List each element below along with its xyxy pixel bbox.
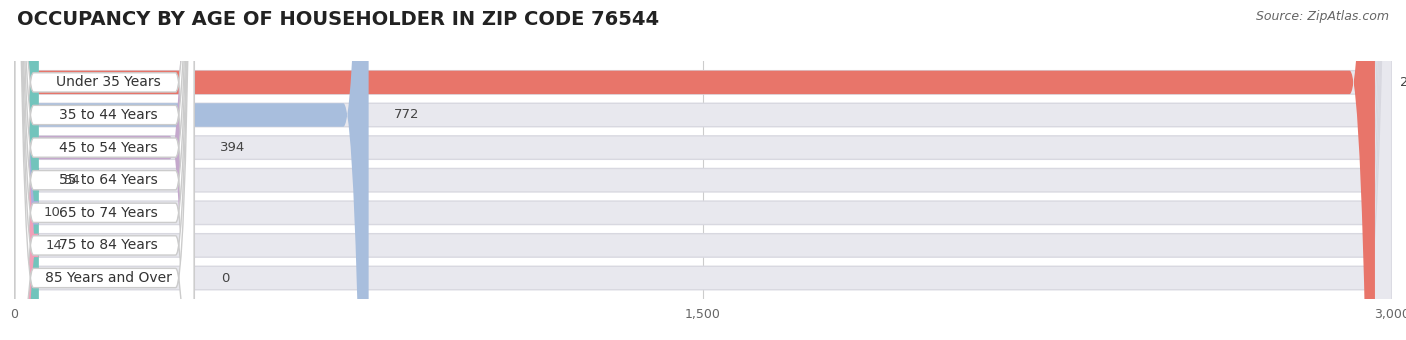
FancyBboxPatch shape (14, 0, 1392, 340)
Text: 772: 772 (394, 108, 419, 121)
FancyBboxPatch shape (15, 0, 194, 340)
Text: 2,963: 2,963 (1400, 76, 1406, 89)
FancyBboxPatch shape (14, 0, 39, 340)
Text: 65 to 74 Years: 65 to 74 Years (59, 206, 157, 220)
Text: 14: 14 (46, 239, 63, 252)
FancyBboxPatch shape (15, 0, 194, 340)
Text: 35 to 44 Years: 35 to 44 Years (59, 108, 157, 122)
Text: Under 35 Years: Under 35 Years (56, 75, 160, 89)
FancyBboxPatch shape (14, 0, 1392, 340)
Text: 54: 54 (65, 174, 82, 187)
Text: 45 to 54 Years: 45 to 54 Years (59, 141, 157, 155)
Text: 394: 394 (221, 141, 246, 154)
FancyBboxPatch shape (0, 0, 39, 340)
FancyBboxPatch shape (14, 0, 1392, 340)
FancyBboxPatch shape (14, 0, 1392, 340)
FancyBboxPatch shape (14, 0, 1392, 340)
Text: OCCUPANCY BY AGE OF HOUSEHOLDER IN ZIP CODE 76544: OCCUPANCY BY AGE OF HOUSEHOLDER IN ZIP C… (17, 10, 659, 29)
Text: 55 to 64 Years: 55 to 64 Years (59, 173, 157, 187)
FancyBboxPatch shape (15, 0, 194, 340)
FancyBboxPatch shape (15, 0, 194, 340)
FancyBboxPatch shape (14, 0, 368, 340)
FancyBboxPatch shape (14, 0, 1392, 340)
FancyBboxPatch shape (14, 0, 1392, 340)
FancyBboxPatch shape (15, 0, 194, 340)
Text: Source: ZipAtlas.com: Source: ZipAtlas.com (1256, 10, 1389, 23)
FancyBboxPatch shape (0, 0, 39, 340)
Text: 10: 10 (44, 206, 60, 219)
FancyBboxPatch shape (14, 0, 195, 340)
FancyBboxPatch shape (15, 0, 194, 340)
Text: 0: 0 (221, 272, 229, 285)
FancyBboxPatch shape (14, 0, 1375, 340)
Text: 85 Years and Over: 85 Years and Over (45, 271, 172, 285)
FancyBboxPatch shape (15, 0, 194, 340)
Text: 75 to 84 Years: 75 to 84 Years (59, 238, 157, 252)
